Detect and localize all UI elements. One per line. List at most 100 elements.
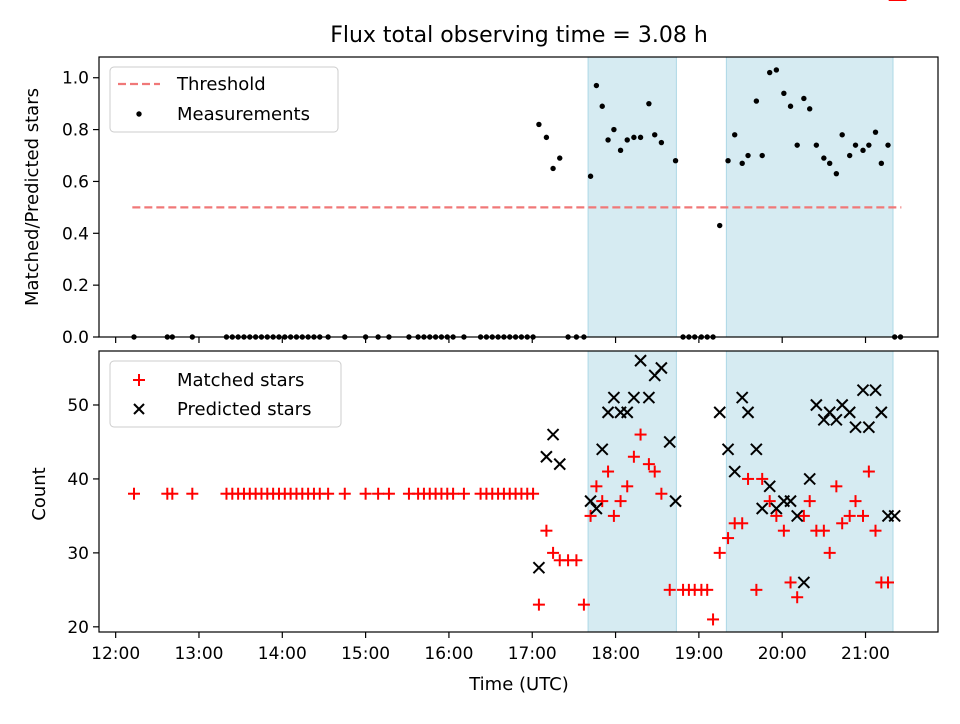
matched-star-point — [540, 524, 553, 537]
matched-star-point — [607, 509, 620, 522]
predicted-star-point — [728, 465, 741, 478]
predicted-star-point — [607, 391, 621, 404]
matched-star-point — [817, 524, 830, 537]
shaded-interval — [725, 350, 894, 633]
measurement-point — [593, 82, 600, 89]
predicted-star-point — [735, 391, 749, 404]
measurement-point — [759, 152, 765, 159]
measurement-point — [833, 170, 840, 177]
matched-star-point — [621, 480, 634, 493]
bottom-legend: Matched stars Predicted stars — [109, 360, 342, 428]
top-y-axis-label: Matched/Predicted stars — [22, 88, 43, 306]
x-tick-label: 15:00 — [341, 644, 390, 664]
measurement-point — [839, 132, 845, 138]
predicted-star-point — [830, 413, 843, 426]
legend-matched-swatch — [133, 374, 145, 386]
top-y-tick-label: 0.2 — [62, 276, 89, 296]
measurement-point — [860, 147, 866, 154]
matched-star-point — [803, 495, 816, 508]
predicted-star-point — [627, 391, 641, 404]
matched-star-point — [823, 546, 836, 559]
matched-star-point — [857, 509, 870, 522]
legend-measurements-swatch — [136, 111, 142, 117]
matched-star-point — [777, 524, 790, 537]
matched-star-point — [713, 546, 726, 559]
measurement-point — [557, 155, 563, 161]
measurement-point — [646, 100, 652, 107]
bottom-legend-box — [109, 360, 342, 428]
x-tick-label: 18:00 — [591, 644, 640, 664]
x-tick-label: 21:00 — [841, 644, 890, 664]
measurement-point — [806, 106, 813, 112]
top-panel-frame — [98, 56, 939, 338]
measurement-point — [745, 152, 751, 159]
matched-star-point — [527, 487, 540, 500]
top-y-tick-label: 0.4 — [62, 224, 89, 244]
predicted-star-point — [741, 406, 755, 419]
predicted-star-point — [713, 406, 726, 419]
matched-star-point — [784, 576, 797, 589]
predicted-star-point — [763, 480, 776, 493]
bottom-y-tick-label: 40 — [67, 470, 89, 490]
predicted-star-point — [755, 502, 769, 515]
matched-star-point — [584, 509, 597, 522]
matched-star-point — [756, 472, 769, 485]
predicted-star-point — [784, 494, 797, 508]
measurement-point — [658, 139, 665, 146]
predicted-star-point — [590, 502, 603, 515]
measurement-point — [813, 142, 820, 148]
matched-star-point — [338, 487, 351, 500]
bottom-predicted-points — [532, 354, 901, 589]
predicted-star-point — [856, 383, 870, 397]
x-tick-label: 17:00 — [508, 644, 557, 664]
predicted-star-point — [862, 420, 876, 434]
x-tick-label: 14:00 — [258, 644, 307, 664]
matched-star-point — [596, 495, 609, 508]
matched-star-point — [166, 487, 179, 500]
matched-star-point — [457, 487, 470, 500]
top-y-tick-label: 0.0 — [62, 328, 89, 348]
measurement-point — [852, 142, 859, 148]
predicted-star-point — [669, 494, 682, 508]
measurement-point — [781, 90, 787, 96]
matched-star-point — [663, 583, 676, 596]
matched-star-point — [830, 480, 843, 493]
x-tick-label: 16:00 — [424, 644, 473, 664]
predicted-star-point — [843, 406, 856, 419]
matched-star-point — [602, 465, 615, 478]
matched-star-point — [627, 450, 640, 463]
matched-star-point — [648, 465, 661, 478]
matched-star-point — [843, 509, 856, 522]
top-y-ticks: 0.0 0.2 0.4 0.6 0.8 1.0 — [62, 69, 99, 348]
matched-star-point — [614, 495, 627, 508]
measurement-point — [550, 165, 556, 172]
measurement-point — [672, 158, 679, 164]
measurement-point — [717, 222, 723, 229]
matched-star-point — [707, 613, 720, 626]
predicted-star-point — [790, 509, 804, 523]
bottom-y-tick-label: 50 — [67, 396, 89, 416]
measurement-point — [652, 132, 658, 138]
matched-star-point — [722, 532, 735, 545]
predicted-star-point — [601, 406, 615, 419]
bottom-shaded-regions — [587, 350, 894, 633]
top-x-ticks — [115, 337, 867, 343]
measurement-point — [543, 134, 550, 141]
predicted-star-point — [540, 450, 553, 463]
measurement-point — [787, 103, 794, 109]
predicted-star-point — [888, 509, 901, 523]
x-tick-label: 13:00 — [174, 644, 223, 664]
matched-star-point — [797, 509, 810, 522]
predicted-star-point — [634, 354, 647, 367]
matched-star-point — [655, 487, 668, 500]
measurement-point — [767, 69, 773, 76]
matched-star-point — [736, 517, 749, 530]
matched-star-point — [590, 480, 603, 493]
predicted-star-point — [817, 413, 831, 426]
measurement-point — [773, 67, 780, 73]
legend-matched-label: Matched stars — [177, 370, 304, 391]
top-legend: Threshold Measurements — [109, 66, 339, 133]
matched-star-point — [570, 554, 583, 567]
chart-title: Flux total observing time = 3.08 h — [330, 23, 708, 48]
measurement-point — [866, 142, 872, 148]
